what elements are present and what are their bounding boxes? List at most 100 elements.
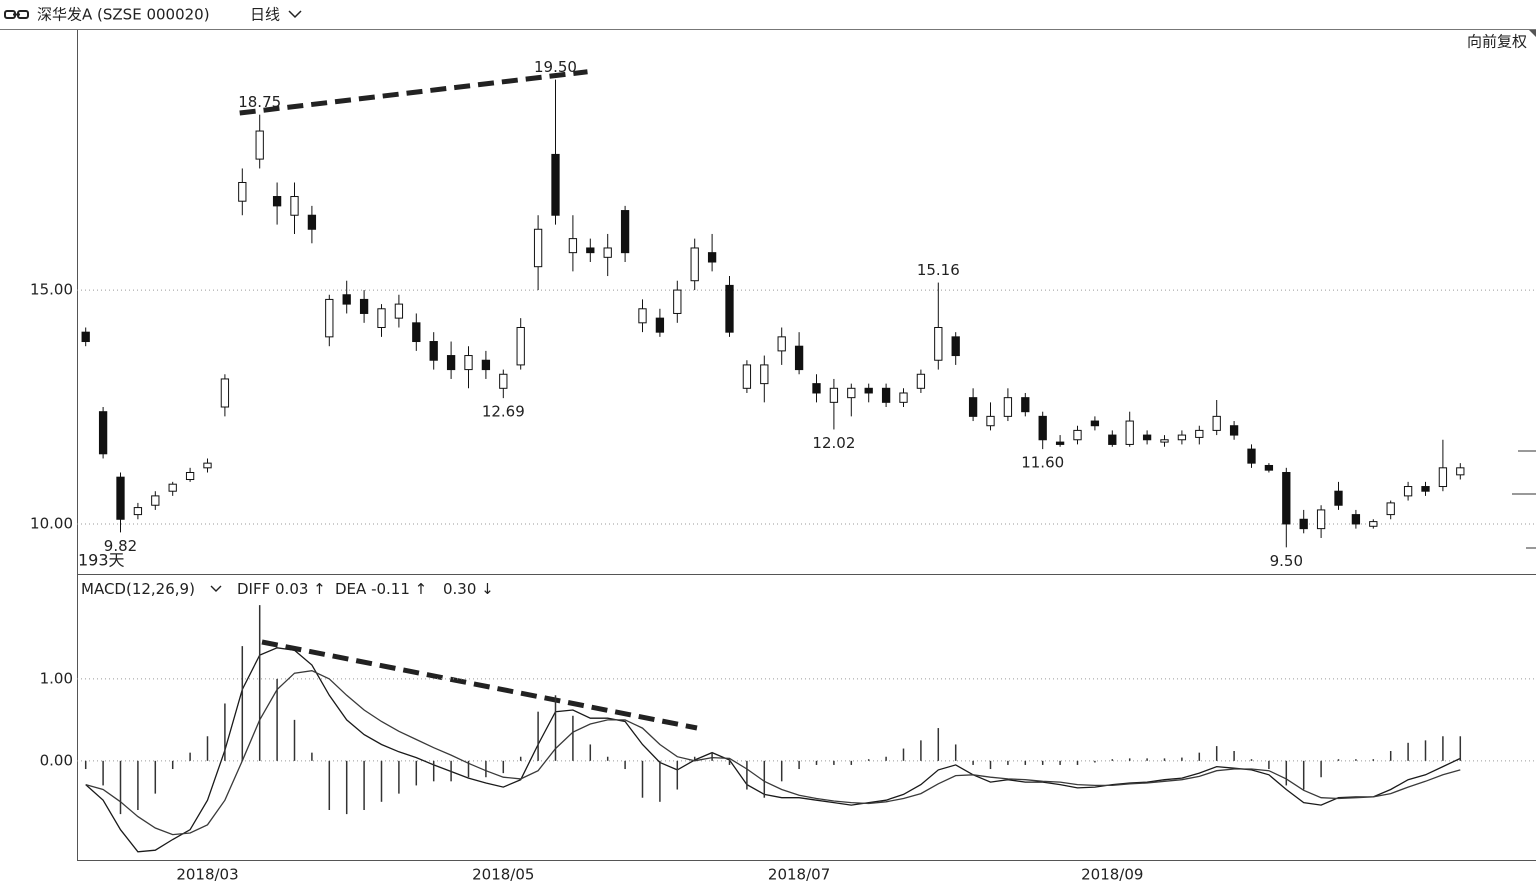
candle <box>655 308 665 337</box>
candle-body <box>1038 415 1047 441</box>
candle <box>638 299 647 333</box>
x-tick-label: 2018/05 <box>472 866 534 884</box>
candle <box>168 481 177 496</box>
y-tick-label: 10.00 <box>30 514 73 532</box>
candle <box>429 332 438 370</box>
extreme-label: 15.16 <box>917 261 960 279</box>
candle <box>603 233 612 277</box>
macd-title[interactable]: MACD(12,26,9) <box>81 580 195 598</box>
candle <box>133 502 143 520</box>
extreme-label: 9.82 <box>104 537 137 555</box>
candle <box>499 369 508 399</box>
candle <box>1282 467 1291 548</box>
candle <box>307 205 317 244</box>
candle-body <box>1299 518 1308 530</box>
candle-body <box>1282 471 1291 525</box>
candle <box>881 383 891 408</box>
candle <box>394 294 404 328</box>
candle <box>586 238 595 263</box>
period-chevron[interactable] <box>288 10 302 19</box>
candle <box>1125 411 1134 447</box>
legend-name: DIFF <box>237 580 270 598</box>
candle-body <box>446 355 456 371</box>
candle-body <box>742 364 752 389</box>
candle-body <box>934 326 943 361</box>
candle-body <box>1438 467 1448 488</box>
candle <box>1264 463 1274 473</box>
candle <box>533 215 543 291</box>
candle-body <box>1386 502 1395 516</box>
candle <box>203 458 212 473</box>
candle-body <box>1456 467 1465 476</box>
candle <box>1090 416 1100 431</box>
candle <box>968 388 978 422</box>
candle <box>690 238 699 291</box>
candle <box>290 182 299 234</box>
candle <box>847 383 856 417</box>
candle <box>1142 430 1152 445</box>
candle <box>951 332 960 365</box>
candle <box>1351 509 1361 529</box>
candle-body <box>1351 514 1361 525</box>
candle-body <box>342 294 351 305</box>
candle-body <box>707 252 717 263</box>
candle <box>446 341 456 379</box>
candle-body <box>673 289 682 314</box>
candle-body <box>203 462 212 469</box>
candle <box>707 233 717 272</box>
candle-body <box>307 214 317 230</box>
stock-title[interactable]: 深华发A (SZSE 000020) <box>37 6 210 24</box>
candle <box>342 280 351 314</box>
candle-body <box>1369 521 1378 527</box>
extreme-label: 12.02 <box>812 434 855 452</box>
candle <box>1229 421 1239 440</box>
candle-body <box>116 476 125 520</box>
candle <box>1073 425 1082 445</box>
candle <box>916 369 926 393</box>
candle-body <box>847 387 856 399</box>
candle-body <box>777 336 786 352</box>
candle <box>1021 392 1030 417</box>
candle-body <box>272 196 282 207</box>
candle <box>1386 500 1395 520</box>
x-tick-label: 2018/07 <box>768 866 830 884</box>
candle-body <box>1125 420 1134 445</box>
period-selector[interactable]: 日线 <box>250 6 280 24</box>
candle <box>986 402 995 431</box>
candle <box>1003 388 1013 422</box>
candle-body <box>986 415 995 427</box>
candle-body <box>1195 429 1204 438</box>
candle-body <box>220 378 230 408</box>
y-tick-label: 0.00 <box>40 751 73 769</box>
candle-body <box>1334 490 1343 506</box>
macd-chevron[interactable] <box>210 585 222 592</box>
candle-body <box>620 210 630 254</box>
candle <box>1195 425 1204 445</box>
y-tick-label: 15.00 <box>30 281 73 299</box>
candle <box>1299 509 1308 534</box>
candle <box>760 355 769 403</box>
y-tick-label: 1.00 <box>40 669 73 687</box>
candle <box>1456 463 1465 480</box>
legend-readout: 0.30 ↓ <box>443 580 494 598</box>
candle-body <box>481 359 491 371</box>
candle-body <box>359 298 369 314</box>
candle <box>516 318 525 370</box>
candle-body <box>1021 397 1030 413</box>
candle <box>464 346 473 389</box>
candle-body <box>1316 509 1326 530</box>
right-scale-marks <box>1512 450 1536 549</box>
candle <box>829 378 839 430</box>
candle <box>412 313 421 351</box>
candle <box>1421 481 1430 496</box>
candle-body <box>916 373 926 389</box>
candle-body <box>1229 425 1239 436</box>
candle <box>325 294 334 347</box>
candle-body <box>1090 420 1100 427</box>
adjust-mode[interactable]: 向前复权 <box>1467 33 1527 51</box>
candle-body <box>829 387 839 403</box>
candle-body <box>377 308 386 328</box>
candle <box>551 79 560 225</box>
candle-body <box>464 355 473 371</box>
candle-body <box>725 284 734 333</box>
